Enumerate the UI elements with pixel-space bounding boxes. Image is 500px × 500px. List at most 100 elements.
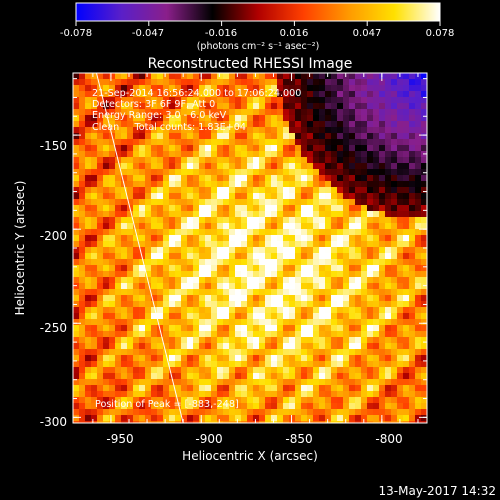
heatmap-cell	[73, 109, 79, 115]
heatmap-cell	[331, 385, 337, 391]
heatmap-cell	[331, 271, 337, 277]
heatmap-cell	[175, 103, 181, 109]
heatmap-cell	[301, 403, 307, 409]
heatmap-cell	[415, 85, 421, 91]
heatmap-cell	[235, 367, 241, 373]
heatmap-cell	[319, 289, 325, 295]
heatmap-cell	[145, 223, 151, 229]
heatmap-cell	[151, 133, 157, 139]
heatmap-cell	[235, 313, 241, 319]
heatmap-cell	[79, 355, 85, 361]
heatmap-cell	[187, 397, 193, 403]
heatmap-cell	[397, 349, 403, 355]
heatmap-cell	[247, 391, 253, 397]
heatmap-cell	[283, 283, 289, 289]
heatmap-cell	[139, 307, 145, 313]
heatmap-cell	[373, 217, 379, 223]
heatmap-cell	[223, 421, 229, 423]
heatmap-cell	[73, 175, 79, 181]
heatmap-cell	[97, 121, 103, 127]
heatmap-cell	[265, 247, 271, 253]
heatmap-cell	[247, 247, 253, 253]
heatmap-cell	[331, 109, 337, 115]
heatmap-cell	[343, 175, 349, 181]
heatmap-cell	[127, 379, 133, 385]
heatmap-cell	[289, 283, 295, 289]
heatmap-cell	[73, 97, 79, 103]
heatmap-cell	[277, 337, 283, 343]
heatmap-cell	[103, 289, 109, 295]
heatmap-cell	[331, 373, 337, 379]
heatmap-cell	[91, 187, 97, 193]
heatmap-cell	[133, 403, 139, 409]
heatmap-cell	[367, 229, 373, 235]
heatmap-cell	[337, 415, 343, 421]
heatmap-cell	[187, 211, 193, 217]
heatmap-cell	[169, 259, 175, 265]
heatmap-cell	[301, 295, 307, 301]
heatmap-cell	[397, 265, 403, 271]
heatmap-cell	[205, 409, 211, 415]
heatmap-cell	[271, 259, 277, 265]
heatmap-cell	[343, 307, 349, 313]
heatmap-cell	[409, 235, 415, 241]
heatmap-cell	[319, 151, 325, 157]
heatmap-cell	[391, 187, 397, 193]
heatmap-cell	[169, 409, 175, 415]
heatmap-cell	[349, 253, 355, 259]
heatmap-cell	[175, 79, 181, 85]
heatmap-cell	[175, 349, 181, 355]
heatmap-cell	[415, 367, 421, 373]
heatmap-cell	[265, 223, 271, 229]
heatmap-cell	[367, 73, 373, 79]
heatmap-cell	[295, 235, 301, 241]
heatmap-cell	[121, 283, 127, 289]
heatmap-cell	[367, 145, 373, 151]
heatmap-cell	[277, 325, 283, 331]
heatmap-cell	[193, 421, 199, 423]
heatmap-cell	[187, 361, 193, 367]
heatmap-cell	[397, 307, 403, 313]
heatmap-cell	[193, 91, 199, 97]
heatmap-cell	[121, 169, 127, 175]
heatmap-cell	[301, 103, 307, 109]
heatmap-cell	[337, 187, 343, 193]
heatmap-cell	[349, 133, 355, 139]
heatmap-cell	[397, 313, 403, 319]
heatmap-cell	[211, 379, 217, 385]
heatmap-cell	[361, 319, 367, 325]
heatmap-cell	[217, 337, 223, 343]
heatmap-cell	[367, 349, 373, 355]
heatmap-cell	[271, 175, 277, 181]
heatmap-cell	[85, 415, 91, 421]
heatmap-cell	[121, 217, 127, 223]
heatmap-cell	[217, 421, 223, 423]
heatmap-cell	[295, 397, 301, 403]
heatmap-cell	[289, 247, 295, 253]
heatmap-cell	[217, 283, 223, 289]
heatmap-cell	[361, 157, 367, 163]
heatmap-cell	[109, 403, 115, 409]
heatmap-cell	[121, 175, 127, 181]
heatmap-cell	[409, 355, 415, 361]
heatmap-cell	[295, 403, 301, 409]
heatmap-cell	[115, 211, 121, 217]
heatmap-cell	[217, 217, 223, 223]
y-tick-label: -250	[40, 321, 67, 335]
heatmap-cell	[175, 361, 181, 367]
heatmap-cell	[277, 271, 283, 277]
heatmap-cell	[313, 391, 319, 397]
heatmap-cell	[289, 259, 295, 265]
heatmap-cell	[145, 271, 151, 277]
heatmap-cell	[115, 289, 121, 295]
heatmap-cell	[151, 343, 157, 349]
heatmap-cell	[247, 241, 253, 247]
heatmap-cell	[199, 133, 205, 139]
heatmap-cell	[157, 271, 163, 277]
heatmap-cell	[277, 151, 283, 157]
heatmap-cell	[415, 391, 421, 397]
heatmap-cell	[181, 121, 187, 127]
heatmap-cell	[409, 349, 415, 355]
heatmap-cell	[325, 301, 331, 307]
heatmap-cell	[301, 241, 307, 247]
